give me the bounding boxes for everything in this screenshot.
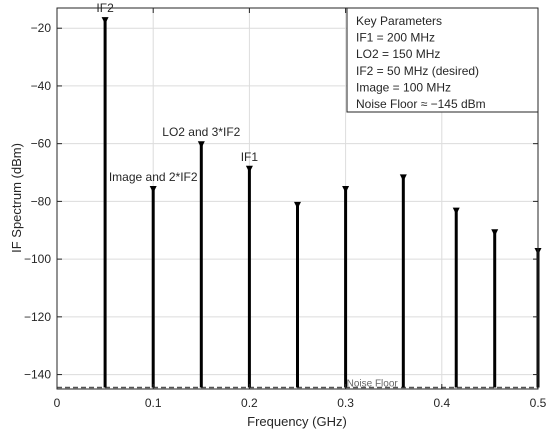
spur-marker [491, 229, 499, 237]
y-tick-label: −20 [31, 21, 52, 35]
key-parameter-line: LO2 = 150 MHz [356, 47, 440, 61]
spur-annotation: IF1 [241, 150, 259, 164]
y-tick-label: −100 [24, 252, 51, 266]
spur-annotation: Image and 2*IF2 [109, 170, 198, 184]
key-parameter-line: Key Parameters [356, 14, 442, 28]
axis-ticks: 0 0.1 0.2 0.3 0.4 0.5 −140 −120 −100 −80 −60 −40 −20 [24, 8, 547, 410]
key-parameters-frame [346, 7, 539, 113]
spur-marker [342, 185, 350, 193]
y-axis-title: IF Spectrum (dBm) [9, 143, 24, 253]
x-tick-label: 0 [54, 396, 61, 410]
y-tick-label: −40 [31, 79, 52, 93]
x-tick-label: 0.5 [530, 396, 547, 410]
noise-floor-label: Noise Floor [347, 379, 399, 390]
key-parameters-box: Key Parameters IF1 = 200 MHz LO2 = 150 MHz… [346, 7, 539, 113]
x-tick-label: 0.2 [241, 396, 258, 410]
spur-stems [101, 17, 542, 388]
spur-marker [294, 201, 301, 209]
key-parameter-line: Image = 100 MHz [356, 80, 451, 94]
key-parameter-line: IF2 = 50 MHz (desired) [356, 64, 479, 78]
y-tick-label: −80 [31, 194, 52, 208]
spur-marker [399, 174, 407, 182]
x-axis-title: Frequency (GHz) [247, 414, 347, 429]
y-tick-label: −140 [24, 368, 51, 382]
y-tick-label: −60 [31, 137, 52, 151]
key-parameter-line: Noise Floor ≈ −145 dBm [356, 97, 486, 111]
x-tick-label: 0.1 [145, 396, 162, 410]
spur-marker [149, 185, 157, 193]
spur-marker [197, 141, 205, 149]
spur-annotation: LO2 and 3*IF2 [162, 125, 240, 139]
y-tick-label: −120 [24, 310, 51, 324]
spur-marker [245, 165, 253, 173]
spur-marker [452, 207, 460, 215]
spur-marker [101, 17, 109, 25]
key-parameter-line: IF1 = 200 MHz [356, 31, 435, 45]
spur-annotation: IF2 [96, 1, 114, 15]
plot-frame [56, 7, 539, 390]
x-tick-label: 0.4 [433, 396, 450, 410]
x-tick-label: 0.3 [337, 396, 354, 410]
